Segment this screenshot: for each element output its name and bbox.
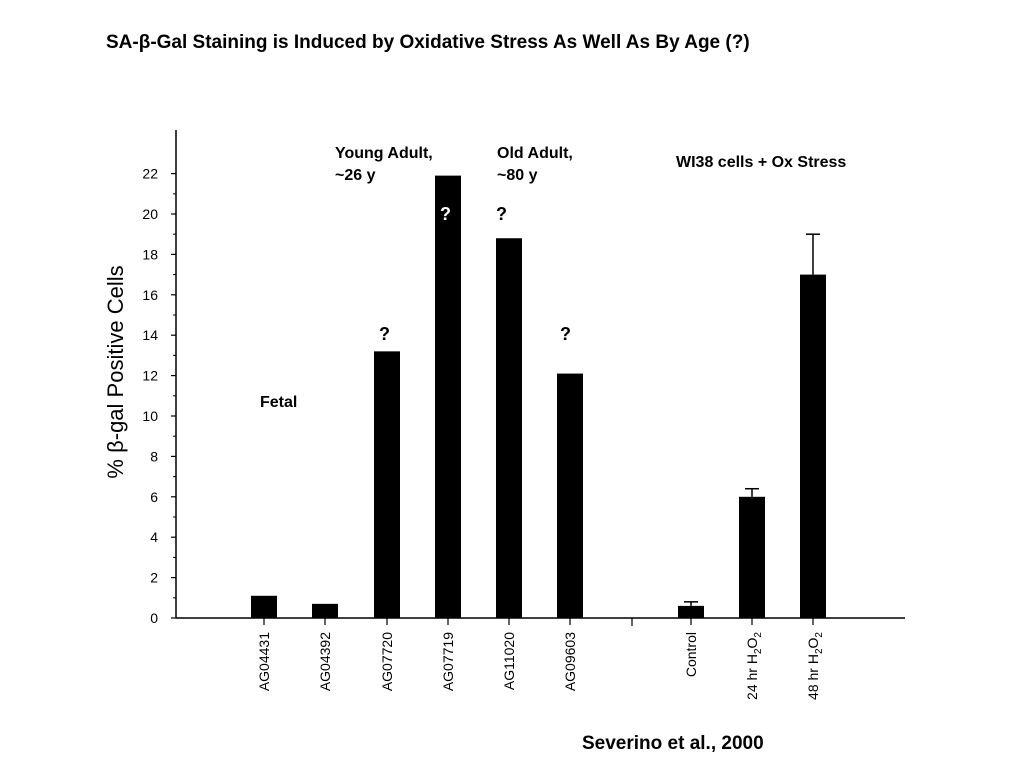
bar-control	[678, 605, 704, 618]
question-mark-ag07720: ?	[379, 324, 390, 344]
old-adult-label-line2: ~80 y	[497, 167, 538, 184]
y-tick-label: 16	[142, 287, 158, 303]
bar-ag07719	[435, 175, 461, 618]
old-adult-label: Old Adult, ~80 y	[497, 143, 573, 187]
question-mark-ag11020: ?	[496, 204, 507, 224]
y-tick-label: 4	[150, 529, 158, 545]
x-tick-label: 48 hr H2O2	[805, 632, 825, 700]
x-tick-label: AG04392	[317, 632, 333, 691]
bar-ag11020	[496, 238, 522, 619]
fetal-label: Fetal	[260, 394, 298, 411]
x-tick-label: Control	[683, 632, 699, 677]
y-tick-label: 2	[150, 570, 158, 586]
young-adult-label: Young Adult, ~26 y	[335, 143, 433, 187]
bar-24-hr-h2o2	[739, 496, 765, 618]
x-tick-label: AG09603	[562, 632, 578, 691]
x-tick-label: AG04431	[256, 632, 272, 691]
x-tick-label: AG11020	[501, 632, 517, 690]
y-tick-label: 20	[142, 206, 158, 222]
young-adult-label-line1: Young Adult,	[335, 145, 433, 162]
bar-ag04392	[312, 603, 338, 618]
x-tick-label: 24 hr H2O2	[744, 632, 764, 700]
slide-title: SA-β-Gal Staining is Induced by Oxidativ…	[106, 32, 750, 53]
old-adult-label-line1: Old Adult,	[497, 145, 573, 162]
bar-ag07720	[374, 351, 400, 618]
question-mark-ag07719: ?	[440, 204, 451, 224]
young-adult-label-line2: ~26 y	[335, 167, 376, 184]
y-tick-label: 10	[142, 408, 158, 424]
y-tick-label: 0	[150, 610, 158, 626]
y-tick-label: 18	[142, 246, 158, 262]
bar-ag09603	[557, 373, 583, 618]
y-axis-label: % β-gal Positive Cells	[103, 265, 128, 478]
y-tick-label: 8	[150, 448, 158, 464]
x-tick-label: AG07720	[379, 632, 395, 691]
y-tick-label: 22	[142, 166, 158, 182]
question-mark-ag09603: ?	[560, 324, 571, 344]
bar-48-hr-h2o2	[800, 274, 826, 618]
y-tick-label: 12	[142, 368, 158, 384]
y-tick-label: 6	[150, 489, 158, 505]
y-tick-label: 14	[142, 327, 158, 343]
bar-ag04431	[251, 595, 277, 618]
wi38-label: WI38 cells + Ox Stress	[676, 154, 847, 171]
citation: Severino et al., 2000	[582, 733, 764, 754]
x-tick-label: AG07719	[440, 632, 456, 691]
